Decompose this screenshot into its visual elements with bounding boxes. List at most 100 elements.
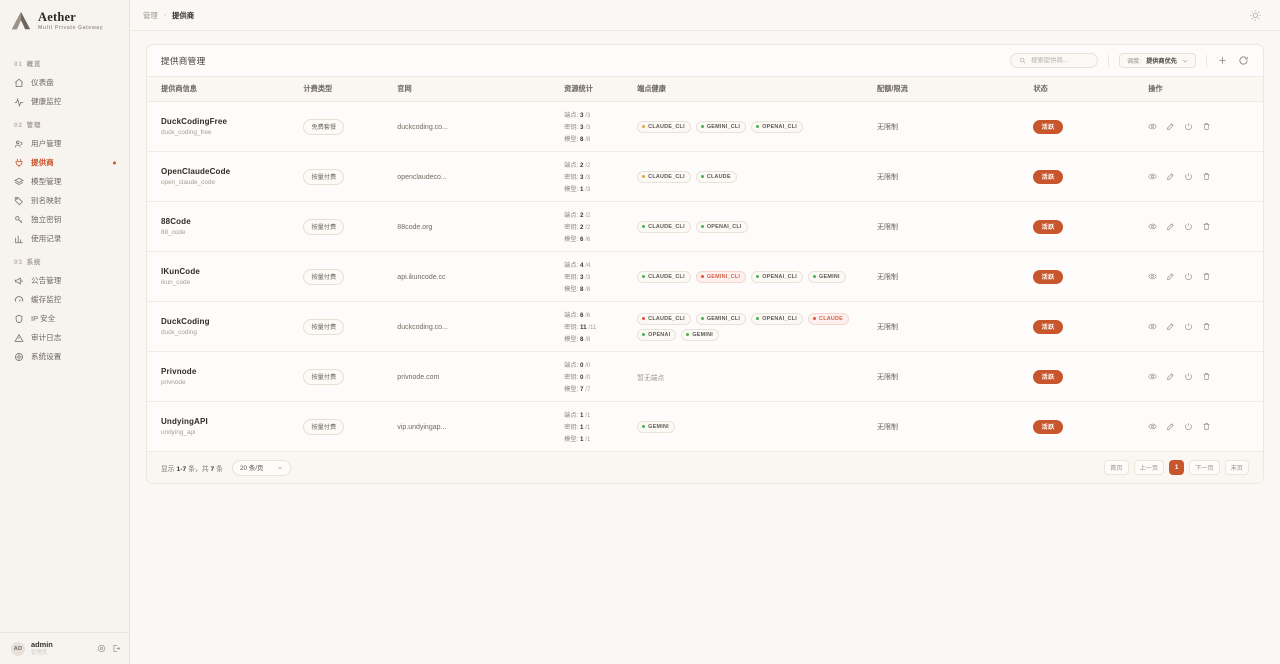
stat-total: /1 (585, 412, 591, 419)
provider-website[interactable]: vip.undyingap... (397, 424, 447, 431)
delete-trash-icon[interactable] (1202, 272, 1211, 281)
health-badge[interactable]: CLAUDE (808, 312, 850, 325)
resource-stats: 端点: 3 /3 密钥: 3 /3 模型: 8 /8 (564, 110, 637, 143)
sidebar-item-alias-mapping[interactable]: 别名映射 (0, 191, 129, 210)
health-badge[interactable]: GEMINI (808, 270, 846, 283)
pagination-button[interactable]: 1 (1169, 460, 1185, 475)
active-indicator-dot (113, 161, 116, 164)
pagination-button[interactable]: 上一页 (1133, 460, 1165, 475)
cell-billing: 按量付费 (303, 352, 397, 402)
provider-website[interactable]: api.ikuncode.cc (397, 274, 446, 281)
edit-icon[interactable] (1166, 272, 1175, 281)
delete-trash-icon[interactable] (1202, 122, 1211, 131)
cell-quota: 无限制 (877, 302, 1033, 352)
stat-value: 3 (580, 174, 584, 181)
brand-logo[interactable]: Aether Multi Private Gateway (0, 0, 129, 40)
health-badge[interactable]: OPENAI_CLI (751, 312, 804, 325)
edit-icon[interactable] (1166, 122, 1175, 131)
edit-icon[interactable] (1166, 222, 1175, 231)
edit-icon[interactable] (1166, 322, 1175, 331)
health-badge[interactable]: CLAUDE_CLI (637, 220, 691, 233)
table-row[interactable]: 88Code 88_code 按量付费 88code.org 端点: 2 /2 密钥: 2… (147, 202, 1263, 252)
health-badge[interactable]: OPENAI_CLI (751, 120, 804, 133)
health-badge[interactable]: CLAUDE_CLI (637, 170, 691, 183)
health-badge[interactable]: OPENAI (637, 328, 677, 341)
provider-website[interactable]: 88code.org (397, 224, 433, 231)
logout-icon[interactable] (112, 644, 121, 653)
edit-icon[interactable] (1166, 172, 1175, 181)
power-toggle-icon[interactable] (1184, 122, 1193, 131)
status-dot (642, 275, 646, 278)
power-toggle-icon[interactable] (1184, 272, 1193, 281)
health-badge[interactable]: GEMINI_CLI (695, 312, 747, 325)
health-badge[interactable]: CLAUDE_CLI (637, 120, 691, 133)
page-size-select[interactable]: 20 条/页 (231, 459, 292, 476)
breadcrumb-item-management[interactable]: 管理 (143, 10, 158, 20)
sidebar-item-model-management[interactable]: 模型管理 (0, 172, 129, 191)
view-eye-icon[interactable] (1148, 372, 1157, 381)
plus-icon[interactable] (1217, 55, 1228, 66)
health-badge[interactable]: OPENAI_CLI (695, 220, 748, 233)
health-badge[interactable]: CLAUDE (695, 170, 737, 183)
sidebar-item-ip-security[interactable]: IP 安全 (0, 309, 129, 328)
table-row[interactable]: OpenClaudeCode open_claude_code 按量付费 opencl… (147, 152, 1263, 202)
scheduler-select[interactable]: 调度: 提供商优先 (1118, 53, 1196, 68)
delete-trash-icon[interactable] (1202, 422, 1211, 431)
power-toggle-icon[interactable] (1184, 422, 1193, 431)
delete-trash-icon[interactable] (1202, 222, 1211, 231)
table-row[interactable]: UndyingAPI undying_api 按量付费 vip.undyingap..… (147, 402, 1263, 452)
col-header-info: 提供商信息 (147, 77, 304, 102)
sidebar-item-announcement[interactable]: 公告管理 (0, 271, 129, 290)
pagination-button[interactable]: 首页 (1104, 460, 1129, 475)
sidebar-item-cache-monitor[interactable]: 缓存监控 (0, 290, 129, 309)
sidebar-item-providers[interactable]: 提供商 (0, 153, 129, 172)
power-toggle-icon[interactable] (1184, 322, 1193, 331)
sidebar-item-user-management[interactable]: 用户管理 (0, 134, 129, 153)
provider-website[interactable]: openclaudeco... (397, 174, 447, 181)
provider-website[interactable]: duckcoding.co... (397, 324, 448, 331)
delete-trash-icon[interactable] (1202, 372, 1211, 381)
health-badge[interactable]: GEMINI (637, 420, 675, 433)
view-eye-icon[interactable] (1148, 422, 1157, 431)
view-eye-icon[interactable] (1148, 172, 1157, 181)
sidebar-item-health-monitor[interactable]: 健康监控 (0, 92, 129, 111)
health-badge[interactable]: CLAUDE_CLI (637, 270, 691, 283)
view-eye-icon[interactable] (1148, 222, 1157, 231)
gear-icon[interactable] (97, 644, 106, 653)
health-badge[interactable]: GEMINI_CLI (695, 270, 747, 283)
health-badge-label: CLAUDE_CLI (648, 223, 685, 230)
provider-website[interactable]: privnode.com (397, 374, 440, 381)
resource-stats: 端点: 4 /4 密钥: 3 /3 模型: 8 /8 (564, 260, 637, 293)
table-row[interactable]: IKunCode ikun_code 按量付费 api.ikuncode.cc 端点: … (147, 252, 1263, 302)
view-eye-icon[interactable] (1148, 322, 1157, 331)
view-eye-icon[interactable] (1148, 272, 1157, 281)
sidebar-item-system-settings[interactable]: 系统设置 (0, 347, 129, 366)
provider-website[interactable]: duckcoding.co... (397, 124, 448, 131)
health-badge[interactable]: CLAUDE_CLI (637, 312, 691, 325)
health-badge[interactable]: GEMINI (681, 328, 720, 341)
power-toggle-icon[interactable] (1184, 372, 1193, 381)
sidebar-item-usage-records[interactable]: 使用记录 (0, 229, 129, 248)
edit-icon[interactable] (1166, 372, 1175, 381)
power-toggle-icon[interactable] (1184, 222, 1193, 231)
sidebar-item-standalone-key[interactable]: 独立密钥 (0, 210, 129, 229)
power-toggle-icon[interactable] (1184, 172, 1193, 181)
sun-icon[interactable] (1249, 9, 1262, 22)
sidebar-item-audit-log[interactable]: 审计日志 (0, 328, 129, 347)
search-input[interactable] (1030, 57, 1089, 64)
health-badge[interactable]: OPENAI_CLI (751, 270, 804, 283)
table-row[interactable]: Privnode privnode 按量付费 privnode.com 端点: 0 /0… (147, 352, 1263, 402)
edit-icon[interactable] (1166, 422, 1175, 431)
pagination-button[interactable]: 末页 (1224, 460, 1249, 475)
table-row[interactable]: DuckCodingFree duck_coding_free 免费套餐 duckco… (147, 102, 1263, 152)
table-row[interactable]: DuckCoding duck_coding 按量付费 duckcoding.co..… (147, 302, 1263, 352)
delete-trash-icon[interactable] (1202, 322, 1211, 331)
health-badge[interactable]: GEMINI_CLI (695, 120, 747, 133)
search-box[interactable] (1009, 53, 1098, 68)
delete-trash-icon[interactable] (1202, 172, 1211, 181)
view-eye-icon[interactable] (1148, 122, 1157, 131)
sidebar-item-dashboard[interactable]: 仪表盘 (0, 73, 129, 92)
refresh-icon[interactable] (1238, 55, 1249, 66)
pagination-button[interactable]: 下一页 (1189, 460, 1220, 475)
cell-billing: 按量付费 (303, 302, 397, 352)
